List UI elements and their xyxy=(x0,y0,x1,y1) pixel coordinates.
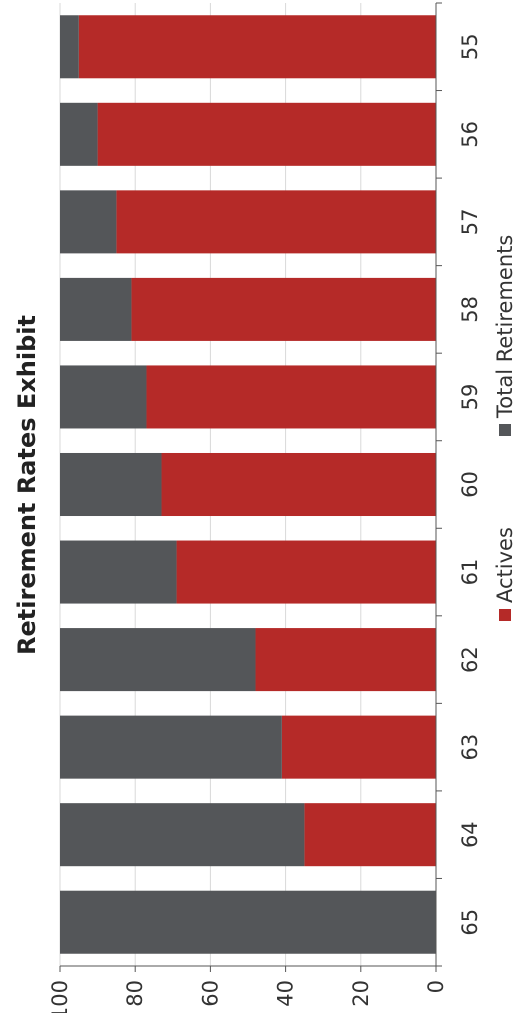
value-tick-label: 20 xyxy=(349,980,373,1007)
value-tick-label: 40 xyxy=(274,980,298,1007)
tick-labels: 55 56 57 58 59 60 61 62 63 64 65 0 20 40 60 80 100 xyxy=(48,33,482,1013)
bar-actives-61 xyxy=(176,540,436,604)
bar-actives-62 xyxy=(255,628,436,692)
bar-total-retirements-59 xyxy=(60,365,147,429)
legend-swatch-actives xyxy=(499,609,511,621)
category-label: 59 xyxy=(458,384,482,411)
legend-label-actives: Actives xyxy=(493,527,517,603)
bar-actives-64 xyxy=(304,803,436,867)
bar-total-retirements-56 xyxy=(60,102,98,166)
bar-total-retirements-64 xyxy=(60,803,305,867)
bars xyxy=(60,15,437,954)
value-tick-label: 100 xyxy=(48,980,72,1013)
category-label: 60 xyxy=(458,471,482,498)
bar-total-retirements-61 xyxy=(60,540,177,604)
bar-total-retirements-60 xyxy=(60,452,162,517)
category-label: 63 xyxy=(458,734,482,761)
axes xyxy=(59,2,442,972)
category-label: 62 xyxy=(458,646,482,673)
bar-total-retirements-63 xyxy=(60,715,282,779)
legend-label-total-retirements: Total Retirements xyxy=(493,235,517,419)
category-label: 57 xyxy=(458,208,482,235)
value-tick-label: 80 xyxy=(123,980,147,1007)
category-label: 65 xyxy=(458,909,482,936)
bar-total-retirements-55 xyxy=(60,15,79,79)
category-label: 58 xyxy=(458,296,482,323)
bar-actives-63 xyxy=(281,715,436,779)
bar-actives-60 xyxy=(161,452,436,517)
bar-actives-59 xyxy=(146,365,437,429)
bar-total-retirements-57 xyxy=(60,190,117,254)
category-label: 55 xyxy=(458,33,482,60)
category-label: 61 xyxy=(458,559,482,586)
bar-actives-58 xyxy=(131,277,436,341)
bar-total-retirements-58 xyxy=(60,277,132,341)
legend: Actives Total Retirements xyxy=(493,235,517,621)
category-label: 64 xyxy=(458,821,482,848)
value-tick-label: 60 xyxy=(198,980,222,1007)
bar-actives-55 xyxy=(78,15,437,79)
legend-swatch-total-retirements xyxy=(499,424,511,436)
bar-actives-57 xyxy=(116,190,437,254)
bar-actives-56 xyxy=(97,102,436,166)
bar-total-retirements-65 xyxy=(60,890,436,954)
value-tick-label: 0 xyxy=(424,980,448,993)
bar-total-retirements-62 xyxy=(60,628,256,692)
category-label: 56 xyxy=(458,121,482,148)
chart-title: Retirement Rates Exhibit xyxy=(13,315,41,655)
